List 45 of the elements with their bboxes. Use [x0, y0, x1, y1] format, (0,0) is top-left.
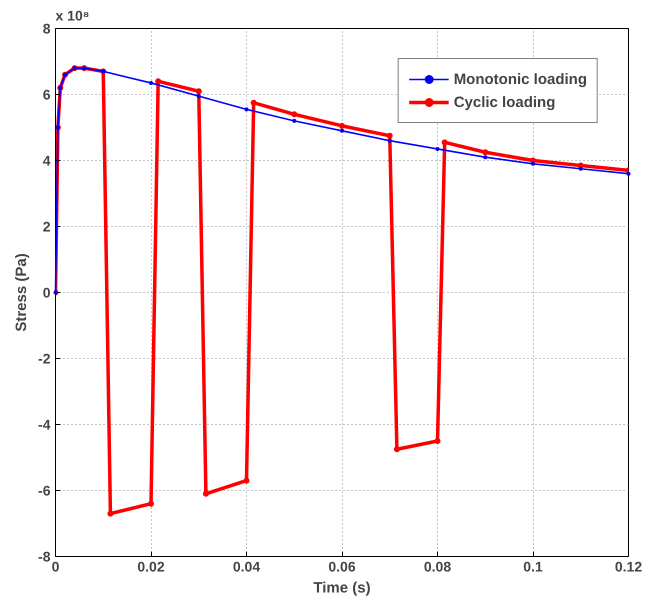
- x-tick-label: 0.08: [424, 558, 452, 574]
- point: [434, 438, 440, 444]
- point: [291, 111, 298, 118]
- x-tick-label: 0.12: [614, 558, 642, 574]
- point: [386, 132, 393, 139]
- y-tick-label: 8: [42, 20, 51, 36]
- point: [196, 94, 201, 98]
- point: [196, 88, 202, 94]
- point: [578, 166, 583, 171]
- text: x 10⁸: [56, 8, 90, 24]
- point: [442, 139, 448, 146]
- x-tick-label: 0.02: [137, 558, 165, 574]
- point: [339, 122, 345, 129]
- point: [626, 172, 630, 176]
- y-axis-title: Stress (Pa): [13, 253, 30, 332]
- point: [340, 128, 344, 133]
- point: [250, 100, 257, 106]
- x-tick-label: 0.06: [328, 558, 356, 574]
- x-axis-title: Time (s): [313, 580, 371, 596]
- point: [155, 78, 162, 84]
- y-tick-label: -8: [38, 548, 51, 564]
- y-tick-label: -2: [38, 350, 51, 366]
- y-tick-label: -4: [38, 416, 51, 432]
- legend-label: Cyclic loading: [454, 94, 556, 110]
- point: [244, 478, 250, 484]
- point: [244, 107, 248, 112]
- y-tick-label: 0: [42, 284, 51, 300]
- point: [531, 162, 535, 166]
- point: [202, 490, 209, 497]
- y-tick-label: 6: [42, 86, 51, 102]
- legend-label: Monotonic loading: [454, 70, 587, 88]
- point: [107, 510, 114, 517]
- point: [394, 446, 400, 452]
- y-tick-label: -6: [38, 482, 51, 498]
- x-tick-label: 0.1: [523, 558, 543, 574]
- point: [482, 149, 488, 156]
- point: [436, 146, 440, 151]
- point: [292, 118, 296, 123]
- point: [149, 80, 153, 85]
- y-tick-label: 4: [42, 152, 51, 168]
- x-tick-label: 0.04: [232, 558, 260, 574]
- point: [483, 155, 488, 160]
- point: [388, 138, 392, 143]
- point: [148, 500, 154, 507]
- y-tick-label: 2: [42, 218, 51, 234]
